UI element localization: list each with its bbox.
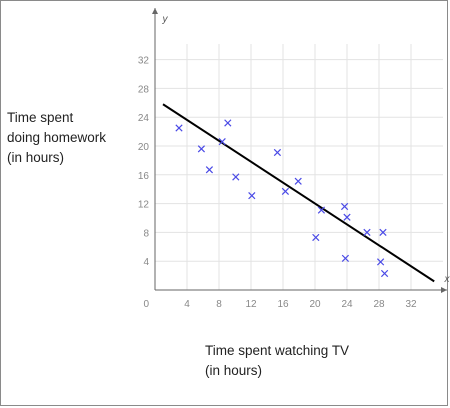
y-axis-arrow [152,8,158,14]
origin-label: 0 [143,299,149,310]
x-tick-label: 12 [245,299,257,310]
y-tick-label: 32 [138,56,150,67]
y-tick-label: 24 [138,113,150,124]
x-axis-arrow [441,287,447,293]
data-point-marker [341,254,350,262]
trend-line [162,103,435,283]
data-point-marker [379,228,387,237]
data-point-marker [343,213,351,221]
y-tick-label: 4 [143,257,149,268]
data-point-marker [376,258,385,266]
data-point-marker [317,206,326,214]
x-axis-letter: x [444,274,450,285]
y-axis-letter: y [162,14,169,25]
x-tick-label: 28 [373,299,385,310]
x-tick-label: 24 [341,299,353,310]
y-tick-label: 28 [138,84,150,95]
data-point-marker [224,119,232,127]
y-tick-label: 20 [138,142,150,153]
x-axis-title: Time spent watching TV (in hours) [205,341,349,381]
data-point-marker [175,124,183,132]
y-axis-title-line-3: (in hours) [7,150,65,165]
data-point-marker [340,202,349,211]
y-axis-title-line-2: doing homework [7,130,107,145]
x-tick-label: 20 [309,299,321,310]
data-point-marker [281,187,290,195]
data-point-marker [363,228,371,237]
y-axis-title-line-1: Time spent [7,110,74,125]
x-axis-title-line-1: Time spent watching TV [205,343,350,358]
data-point-marker [248,192,256,200]
y-tick-label: 8 [143,228,149,239]
y-tick-label: 12 [138,200,150,211]
x-tick-label: 16 [277,299,289,310]
x-tick-label: 8 [216,299,222,310]
y-axis-title: Time spent doing homework (in hours) [7,108,106,168]
data-point-marker [380,269,389,278]
x-axis-title-line-2: (in hours) [205,363,263,378]
data-point-marker [312,233,320,242]
data-point-marker [273,148,282,157]
x-tick-label: 32 [405,299,417,310]
data-point-marker [197,145,206,153]
x-tick-label: 4 [184,299,190,310]
data-point-marker [294,177,302,185]
data-point-marker [232,173,240,181]
data-point-marker [205,166,214,174]
y-tick-label: 16 [138,171,150,182]
data-point-marker [218,138,226,146]
